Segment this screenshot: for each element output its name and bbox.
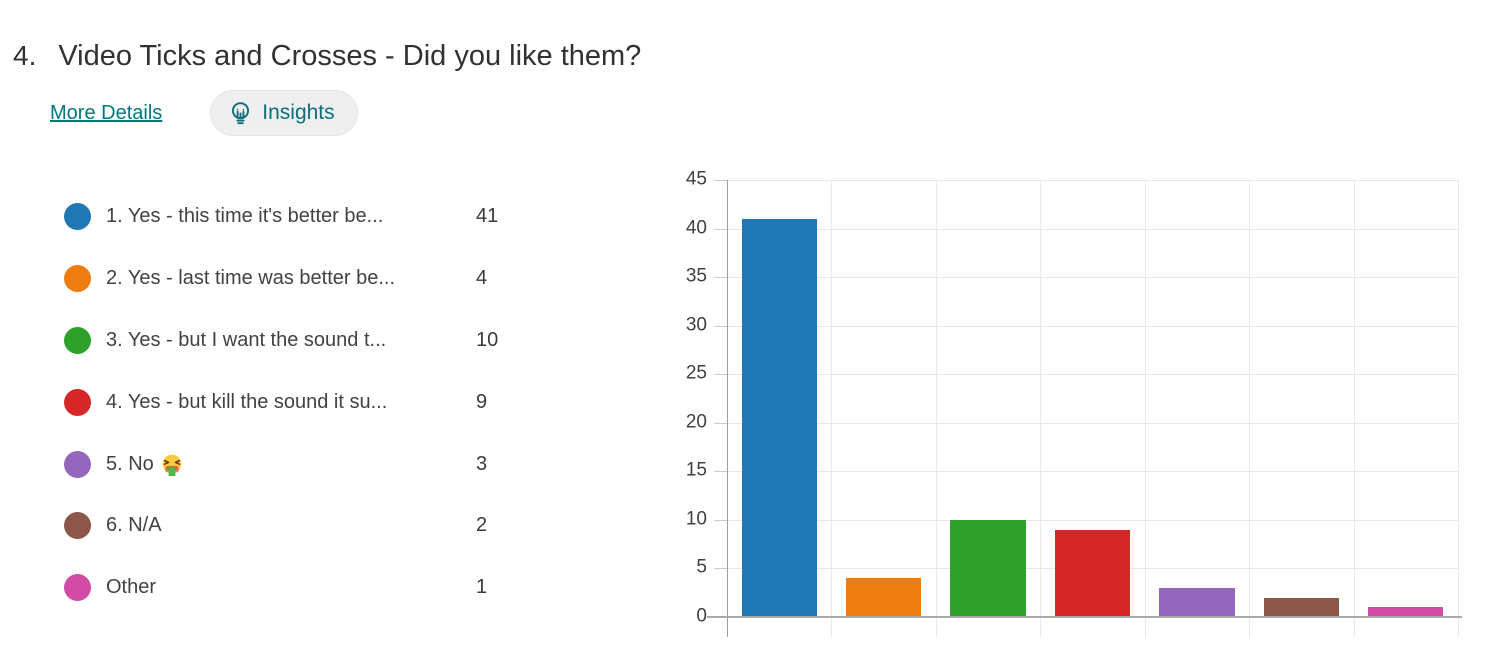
- bar-7[interactable]: [1368, 607, 1444, 617]
- legend-color-dot: [64, 573, 91, 601]
- legend-item[interactable]: 3. Yes - but I want the sound t... 10: [50, 326, 498, 354]
- legend-item[interactable]: Other 1: [50, 573, 487, 601]
- y-axis-tick: [714, 180, 727, 181]
- legend-item-label: 5. No: [106, 453, 183, 476]
- legend-item-count: 4: [476, 266, 488, 289]
- legend-item-count: 41: [476, 204, 499, 227]
- legend-color-dot: [64, 450, 91, 478]
- y-gridline: [727, 228, 1458, 230]
- question-number: 4.: [13, 40, 37, 71]
- legend-color-dot: [64, 511, 91, 539]
- y-axis-line: [727, 180, 728, 637]
- y-axis-tick: [714, 228, 727, 230]
- question-title: Video Ticks and Crosses - Did you like t…: [58, 40, 642, 72]
- legend-item-label: 2. Yes - last time was better be...: [106, 266, 396, 289]
- insights-button-label: Insights: [262, 101, 335, 124]
- legend-item[interactable]: 2. Yes - last time was better be... 4: [50, 264, 487, 292]
- bar-chart-plot: 0 5 10 15 20 25 30 35 40 45: [686, 169, 1462, 637]
- legend-item-label: Other: [106, 575, 157, 598]
- y-gridline: [727, 277, 1458, 279]
- y-axis-tick: [714, 325, 727, 327]
- legend-item-count: 10: [476, 328, 499, 351]
- x-axis-line: [707, 616, 1462, 618]
- legend-item[interactable]: 6. N/A 2: [50, 511, 487, 539]
- y-gridline: [727, 374, 1458, 376]
- legend-item-label: 1. Yes - this time it's better be...: [106, 204, 384, 227]
- x-gridline: [1040, 180, 1042, 637]
- legend-item[interactable]: 5. No 3: [50, 450, 487, 478]
- y-axis-tick-label: 20: [685, 411, 707, 433]
- more-details-link[interactable]: More Details: [50, 101, 163, 124]
- y-gridline: [727, 180, 1458, 181]
- y-axis-tick-label: 0: [696, 605, 707, 627]
- legend-item[interactable]: 1. Yes - this time it's better be... 41: [50, 202, 498, 230]
- legend-item-count: 3: [476, 452, 488, 475]
- vomiting-face-emoji: [162, 454, 182, 476]
- bar-5[interactable]: [1159, 587, 1235, 617]
- lightbulb-icon: [232, 101, 250, 124]
- legend-color-dot: [64, 202, 91, 230]
- bar-3[interactable]: [950, 519, 1026, 617]
- bar-6[interactable]: [1263, 597, 1339, 617]
- y-axis-tick: [714, 277, 727, 279]
- y-gridline: [727, 422, 1458, 424]
- y-axis-tick: [714, 519, 727, 521]
- x-gridline: [1249, 180, 1251, 637]
- legend-color-dot: [64, 388, 91, 416]
- bar-2[interactable]: [846, 578, 922, 617]
- y-axis-tick-label: 45: [685, 168, 707, 190]
- y-axis-tick-label: 30: [685, 314, 707, 336]
- y-axis-tick-label: 25: [685, 362, 707, 384]
- x-gridline: [1458, 180, 1459, 637]
- toolbar: More Details Insights: [50, 90, 358, 136]
- y-gridline: [727, 471, 1458, 473]
- insights-button[interactable]: Insights: [210, 90, 358, 136]
- y-axis-tick-label: 5: [696, 556, 707, 578]
- y-axis-tick-label: 40: [685, 217, 707, 239]
- x-gridline: [831, 180, 833, 637]
- question-header: 4. Video Ticks and Crosses - Did you lik…: [13, 40, 641, 73]
- legend-item-count: 2: [476, 513, 488, 536]
- legend-color-dot: [64, 264, 91, 292]
- legend-color-dot: [64, 326, 91, 354]
- y-axis-tick-label: 35: [685, 265, 707, 287]
- y-axis-tick: [714, 568, 727, 570]
- legend-item-label: 3. Yes - but I want the sound t...: [106, 328, 387, 351]
- y-axis-tick-label: 10: [685, 508, 707, 530]
- y-axis-tick: [714, 374, 727, 376]
- legend-item-label: 6. N/A: [106, 513, 162, 536]
- y-gridline: [727, 325, 1458, 327]
- y-gridline: [727, 519, 1458, 521]
- legend-item-count: 9: [476, 390, 488, 413]
- x-gridline: [935, 180, 937, 637]
- x-gridline: [1353, 180, 1355, 637]
- bar-4[interactable]: [1054, 529, 1131, 617]
- y-axis-tick: [714, 471, 727, 473]
- legend-item-label: 4. Yes - but kill the sound it su...: [106, 390, 388, 413]
- bar-1[interactable]: [741, 218, 817, 617]
- y-axis-tick: [714, 422, 727, 424]
- legend-item-count: 1: [476, 575, 488, 598]
- legend-item[interactable]: 4. Yes - but kill the sound it su... 9: [50, 388, 487, 416]
- x-gridline: [1144, 180, 1146, 637]
- y-axis-tick-label: 15: [685, 459, 707, 481]
